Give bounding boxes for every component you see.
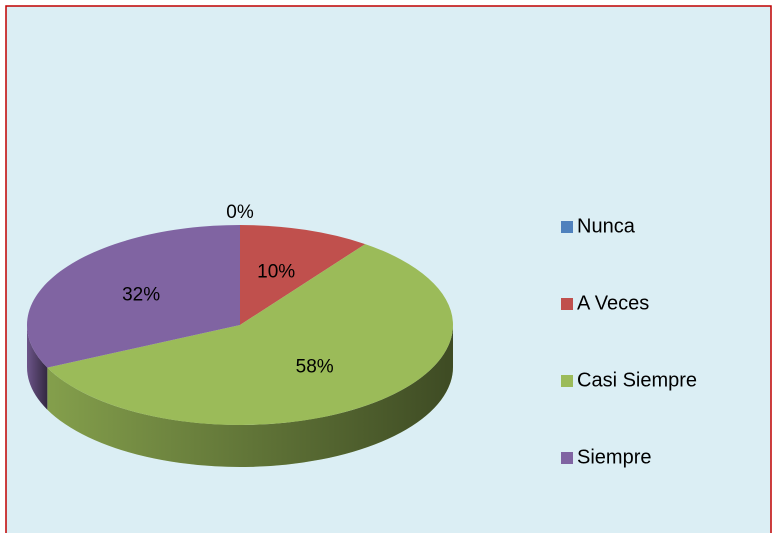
legend: Nunca A Veces Casi Siempre Siempre — [561, 215, 697, 468]
legend-swatch — [561, 298, 573, 310]
legend-swatch — [561, 221, 573, 233]
data-label: 32% — [122, 285, 160, 306]
slice-side-shade — [27, 325, 48, 410]
data-label: 0% — [226, 202, 254, 223]
legend-swatch — [561, 452, 573, 464]
legend-label: A Veces — [577, 292, 649, 314]
slice — [240, 225, 366, 325]
slice — [26, 225, 241, 368]
legend-label: Nunca — [577, 215, 636, 237]
legend-label: Casi Siempre — [577, 369, 697, 391]
slice — [47, 244, 453, 425]
data-label: 58% — [296, 356, 334, 377]
legend-swatch — [561, 375, 573, 387]
data-label: 10% — [257, 262, 295, 283]
slice-side-shade — [47, 325, 453, 468]
pie: 0% 10% 58% 32% — [26, 202, 453, 468]
legend-label: Siempre — [577, 446, 651, 468]
